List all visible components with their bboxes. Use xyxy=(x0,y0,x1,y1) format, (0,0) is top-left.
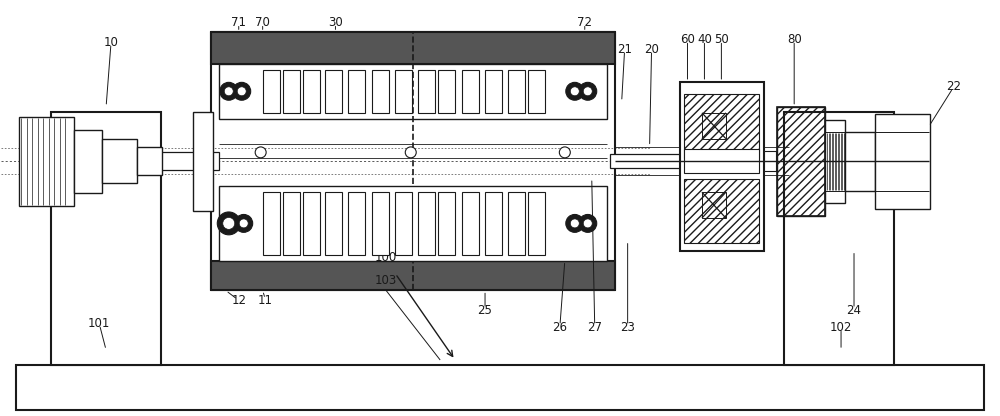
Bar xyxy=(219,64,607,119)
Circle shape xyxy=(405,147,416,158)
Bar xyxy=(485,70,502,113)
Text: 72: 72 xyxy=(577,16,592,29)
Text: 20: 20 xyxy=(644,42,659,56)
Text: 40: 40 xyxy=(697,32,712,46)
Text: 23: 23 xyxy=(620,321,635,334)
Text: 70: 70 xyxy=(255,16,270,29)
Bar xyxy=(462,70,479,113)
Text: 101: 101 xyxy=(88,317,110,330)
Text: 30: 30 xyxy=(328,16,343,29)
Bar xyxy=(777,106,825,216)
Bar xyxy=(508,70,525,113)
Text: 103: 103 xyxy=(374,274,396,287)
Bar xyxy=(508,192,525,255)
Text: 10: 10 xyxy=(104,36,119,49)
Bar xyxy=(16,365,984,410)
Bar xyxy=(438,192,455,255)
Bar xyxy=(777,106,825,216)
Bar xyxy=(51,111,161,365)
Text: 100: 100 xyxy=(374,251,396,264)
Text: 12: 12 xyxy=(231,294,246,307)
Circle shape xyxy=(235,215,253,233)
Text: 25: 25 xyxy=(478,304,492,317)
Bar xyxy=(462,192,479,255)
Bar xyxy=(438,70,455,113)
Text: 27: 27 xyxy=(587,321,602,334)
Bar xyxy=(528,70,545,113)
Circle shape xyxy=(220,82,238,100)
Bar xyxy=(784,111,894,365)
Circle shape xyxy=(583,219,592,228)
Text: 80: 80 xyxy=(787,32,802,46)
Bar xyxy=(485,192,502,255)
Bar xyxy=(74,129,102,193)
Text: 24: 24 xyxy=(847,304,862,317)
Circle shape xyxy=(217,212,240,235)
Bar xyxy=(219,186,607,261)
Circle shape xyxy=(570,87,579,96)
Bar xyxy=(19,116,74,206)
Bar xyxy=(303,70,320,113)
Bar xyxy=(845,131,875,191)
Bar xyxy=(348,192,365,255)
Bar xyxy=(137,147,162,175)
Circle shape xyxy=(233,82,251,100)
Text: 22: 22 xyxy=(946,80,961,93)
Bar xyxy=(684,149,759,173)
Bar xyxy=(684,94,759,158)
Circle shape xyxy=(579,82,597,100)
Bar xyxy=(283,192,300,255)
Bar xyxy=(325,70,342,113)
Text: 50: 50 xyxy=(714,32,729,46)
Bar xyxy=(418,192,435,255)
Bar xyxy=(680,82,764,251)
Circle shape xyxy=(237,87,246,96)
Bar xyxy=(263,192,280,255)
Circle shape xyxy=(579,215,597,233)
Circle shape xyxy=(559,147,570,158)
Bar xyxy=(303,192,320,255)
Bar xyxy=(193,111,213,211)
Circle shape xyxy=(566,215,584,233)
Circle shape xyxy=(566,82,584,100)
Circle shape xyxy=(239,219,248,228)
Text: 26: 26 xyxy=(552,321,567,334)
Bar xyxy=(283,70,300,113)
Bar xyxy=(211,261,615,290)
Bar xyxy=(528,192,545,255)
Circle shape xyxy=(255,147,266,158)
Text: 71: 71 xyxy=(231,16,246,29)
Bar xyxy=(395,70,412,113)
Bar xyxy=(702,192,726,218)
Bar xyxy=(684,178,759,243)
Bar xyxy=(372,70,389,113)
Bar xyxy=(102,139,137,183)
Bar xyxy=(325,192,342,255)
Bar xyxy=(610,154,759,168)
Text: 60: 60 xyxy=(680,32,695,46)
Circle shape xyxy=(223,218,235,229)
Text: 102: 102 xyxy=(830,321,852,334)
Text: 21: 21 xyxy=(617,42,632,56)
Bar xyxy=(764,151,776,171)
Bar xyxy=(161,152,219,170)
Bar xyxy=(875,114,930,209)
Bar xyxy=(825,119,845,203)
Circle shape xyxy=(224,87,233,96)
Circle shape xyxy=(583,87,592,96)
Bar xyxy=(702,113,726,139)
Text: 11: 11 xyxy=(258,294,273,307)
Bar xyxy=(418,70,435,113)
Bar xyxy=(211,32,615,64)
Bar xyxy=(348,70,365,113)
Bar xyxy=(395,192,412,255)
Circle shape xyxy=(570,219,579,228)
Bar xyxy=(263,70,280,113)
Bar xyxy=(372,192,389,255)
